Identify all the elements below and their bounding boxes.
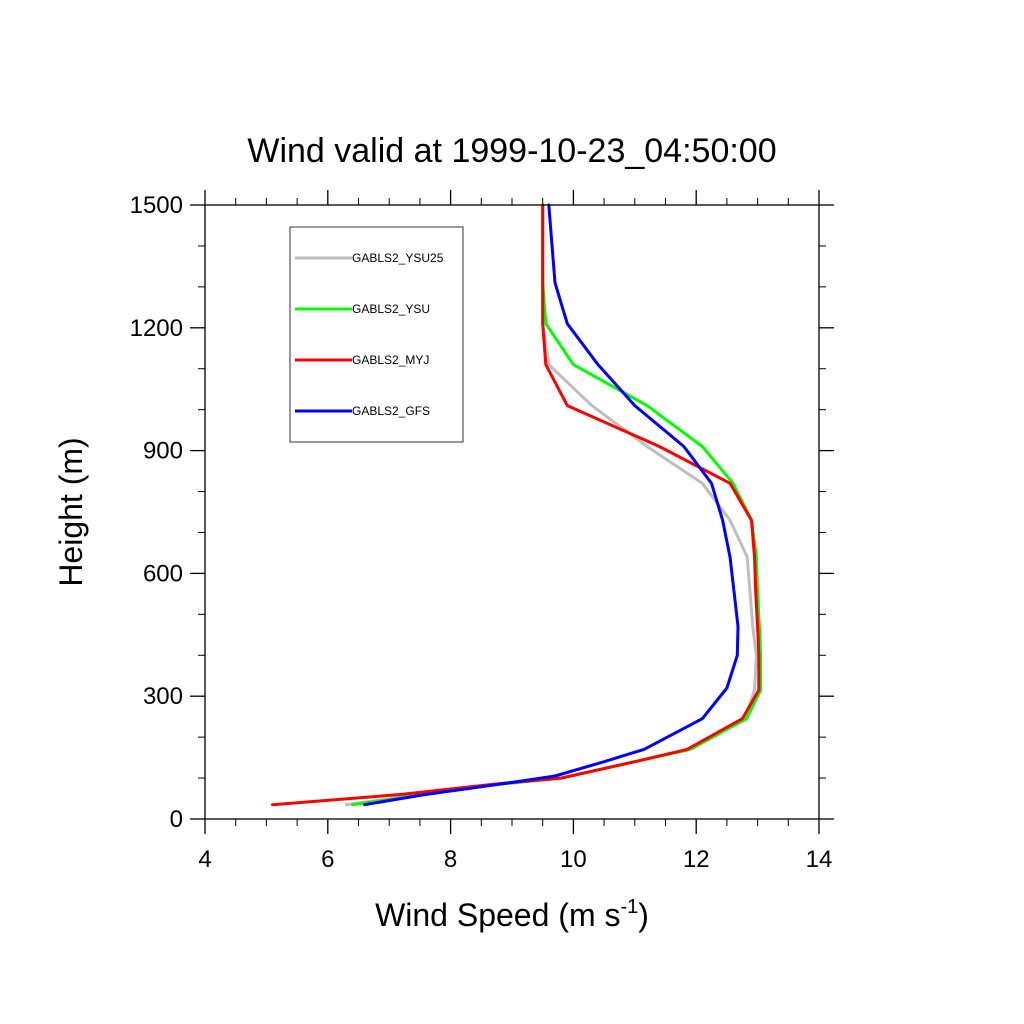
ticks-layer: 4 6 8 10 12 14 0 300 600 900 1200 1500 xyxy=(130,190,834,873)
x-tick-label: 6 xyxy=(321,846,334,873)
legend-box xyxy=(289,226,464,443)
y-tick-label: 900 xyxy=(143,438,183,465)
x-tick-label: 14 xyxy=(806,846,833,873)
x-tick-label: 8 xyxy=(444,846,457,873)
y-tick-label: 1500 xyxy=(130,192,183,219)
x-axis-label-suffix: ) xyxy=(638,897,649,933)
y-tick-label: 300 xyxy=(143,683,183,710)
x-tick-label: 10 xyxy=(560,846,587,873)
legend-label: GABLS2_YSU xyxy=(352,302,430,316)
legend-label: GABLS2_GFS xyxy=(352,404,430,418)
y-tick-label: 1200 xyxy=(130,315,183,342)
chart-title: Wind valid at 1999-10-23_04:50:00 xyxy=(247,132,776,170)
x-tick-label: 12 xyxy=(683,846,710,873)
series-line-gabls2-myj xyxy=(271,203,761,807)
x-tick-label: 4 xyxy=(198,846,211,873)
y-axis-label: Height (m) xyxy=(53,437,89,586)
series-layer xyxy=(271,203,763,807)
x-axis-label-main: Wind Speed (m s xyxy=(375,897,620,933)
legend-label: GABLS2_YSU25 xyxy=(352,251,444,265)
legend: GABLS2_YSU25 GABLS2_YSU GABLS2_MYJ GABLS2_G… xyxy=(289,226,464,443)
legend-label: GABLS2_MYJ xyxy=(352,353,429,367)
series-line-gabls2-gfs xyxy=(363,203,740,807)
x-axis-label-superscript: -1 xyxy=(620,896,638,918)
y-tick-label: 600 xyxy=(143,560,183,587)
y-tick-label: 0 xyxy=(170,806,183,833)
x-axis-label: Wind Speed (m s-1) xyxy=(375,896,649,933)
